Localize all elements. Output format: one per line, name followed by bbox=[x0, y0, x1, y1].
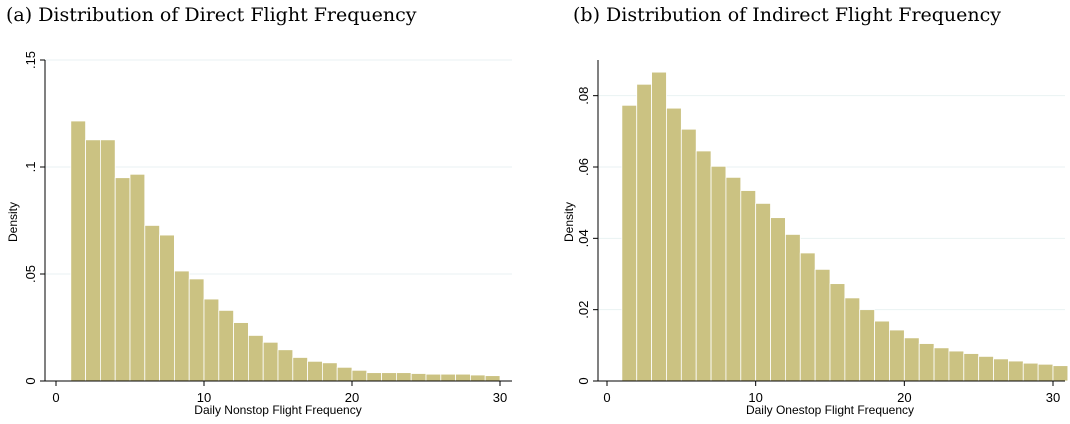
bar-b-20 bbox=[918, 343, 935, 382]
bar-b-10 bbox=[770, 217, 786, 382]
bar-b-2 bbox=[651, 71, 667, 382]
x-tick-label-a-3: 30 bbox=[493, 390, 507, 405]
bar-b-27 bbox=[1022, 362, 1039, 382]
y-tick-label-b-3: .06 bbox=[576, 158, 591, 176]
bar-b-28 bbox=[1037, 363, 1054, 382]
x-tick-label-a-2: 20 bbox=[345, 390, 359, 405]
y-tick-label-b-4: .08 bbox=[576, 87, 591, 105]
bar-b-25 bbox=[993, 358, 1009, 382]
bar-b-23 bbox=[963, 353, 980, 382]
x-tick-label-b-1: 10 bbox=[748, 390, 762, 405]
bar-b-5 bbox=[695, 150, 712, 382]
bar-b-0 bbox=[621, 104, 638, 382]
y-tick-label-a-2: .1 bbox=[23, 162, 38, 173]
bar-b-4 bbox=[680, 128, 697, 382]
y-tick-label-b-2: .04 bbox=[576, 229, 591, 247]
y-tick-label-a-1: .05 bbox=[23, 265, 38, 283]
y-tick-label-a-3: .15 bbox=[23, 51, 38, 69]
bar-b-17 bbox=[874, 320, 890, 382]
bar-b-8 bbox=[740, 190, 757, 382]
panel-a-title: (a) Distribution of Direct Flight Freque… bbox=[6, 4, 417, 26]
bar-b-1 bbox=[636, 83, 653, 382]
y-tick-label-b-0: 0 bbox=[576, 377, 591, 384]
bar-b-22 bbox=[948, 350, 965, 382]
x-tick-label-b-2: 20 bbox=[897, 390, 911, 405]
bar-b-24 bbox=[978, 355, 994, 382]
bar-b-18 bbox=[889, 329, 905, 382]
bar-b-15 bbox=[844, 297, 861, 382]
bar-b-11 bbox=[785, 234, 801, 382]
bar-b-21 bbox=[933, 347, 950, 382]
x-axis-title-b: Daily Onestop Flight Frequency bbox=[746, 403, 914, 417]
panel-b-title: (b) Distribution of Indirect Flight Freq… bbox=[573, 4, 1002, 26]
bar-b-29 bbox=[1052, 365, 1069, 382]
bar-b-16 bbox=[859, 309, 876, 382]
y-tick-label-a-0: 0 bbox=[23, 377, 38, 384]
bar-b-26 bbox=[1008, 360, 1024, 382]
y-axis-title-a: Density bbox=[6, 202, 20, 242]
bar-b-19 bbox=[903, 337, 920, 382]
bar-b-14 bbox=[829, 283, 846, 382]
y-tick-label-b-1: .02 bbox=[576, 301, 591, 319]
x-tick-label-a-0: 0 bbox=[52, 390, 59, 405]
y-axis-title-b: Density bbox=[562, 202, 576, 242]
x-tick-label-b-3: 30 bbox=[1046, 390, 1060, 405]
bar-b-13 bbox=[814, 268, 831, 382]
bar-b-6 bbox=[710, 165, 727, 382]
bar-b-3 bbox=[666, 107, 682, 382]
bar-b-12 bbox=[799, 252, 816, 382]
bar-b-9 bbox=[755, 202, 771, 382]
bar-b-7 bbox=[725, 176, 742, 382]
x-tick-label-a-1: 10 bbox=[197, 390, 211, 405]
x-axis-title-a: Daily Nonstop Flight Frequency bbox=[194, 403, 361, 417]
x-tick-label-b-0: 0 bbox=[603, 390, 610, 405]
